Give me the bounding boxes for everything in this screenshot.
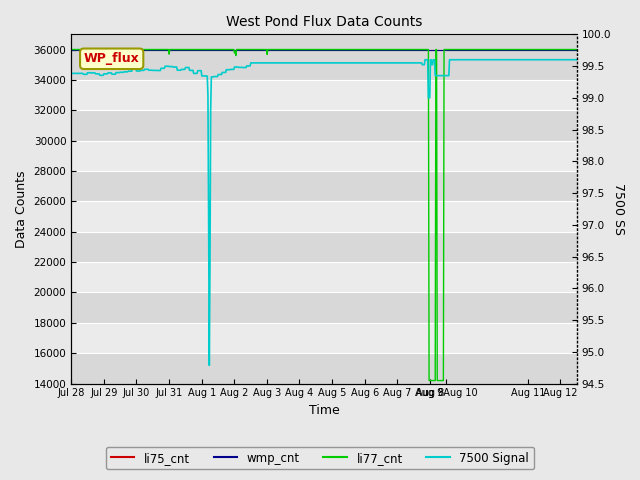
Text: WP_flux: WP_flux [84, 52, 140, 65]
Y-axis label: 7500 SS: 7500 SS [612, 183, 625, 235]
Bar [71, 141, 577, 171]
Bar [71, 323, 577, 353]
Bar [71, 262, 577, 292]
Y-axis label: Data Counts: Data Counts [15, 170, 28, 248]
X-axis label: Time: Time [308, 404, 339, 417]
Title: West Pond Flux Data Counts: West Pond Flux Data Counts [226, 15, 422, 29]
Legend: li75_cnt, wmp_cnt, li77_cnt, 7500 Signal: li75_cnt, wmp_cnt, li77_cnt, 7500 Signal [106, 447, 534, 469]
Bar [71, 80, 577, 110]
Bar [71, 202, 577, 232]
